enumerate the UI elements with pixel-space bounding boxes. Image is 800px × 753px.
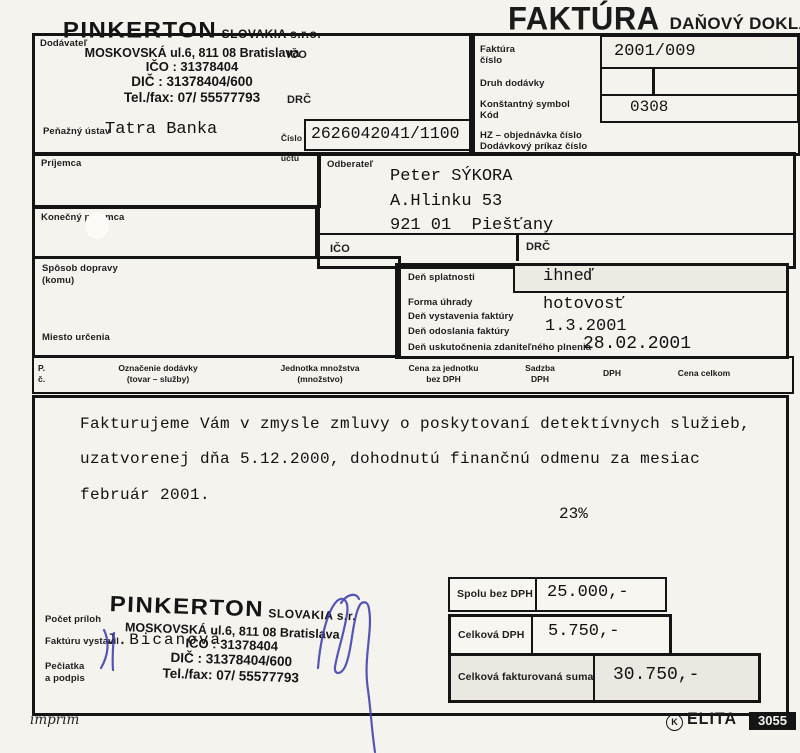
col-number: P. č. [38, 363, 46, 384]
subtotal-label: Spolu bez DPH [457, 588, 533, 600]
page-title: FAKTÚRA DAŇOVÝ DOKLAD [508, 0, 800, 37]
payment-box: ihneď Deň splatnosti Forma úhrady Deň vy… [395, 263, 789, 359]
col-unit: Jednotka množstva (množstvo) [280, 363, 360, 384]
grand-total-divider [593, 656, 595, 700]
customer-city: 921 01 Piešťany [390, 216, 554, 235]
issue-date-label: Deň vystavenia faktúry [408, 311, 514, 322]
supplier-stamp: PINKERTON SLOVAKIA s.r.o. MOSKOVSKÁ ul.6… [46, 18, 338, 105]
title-faktura: FAKTÚRA [508, 0, 660, 37]
transport-label2: (komu) [42, 275, 75, 286]
col-unit-price: Cena za jednotku bez DPH [408, 363, 479, 384]
supplier-stamp-tel: Tel./fax: 07/ 55577793 [123, 89, 261, 105]
destination-label: Miesto určenia [42, 332, 110, 343]
subtotal-divider [535, 579, 537, 610]
invoice-number-label2: číslo [480, 55, 503, 66]
supplier-stamp-address: MOSKOVSKÁ ul.6, 811 08 Bratislava [84, 45, 300, 60]
elita-brand: ELITA [687, 710, 738, 729]
customer-label: Odberateľ [327, 159, 374, 170]
stamp-strike-line [35, 33, 469, 36]
grand-total-label: Celková fakturovaná suma [458, 671, 594, 683]
col-vat-rate: Sadzba DPH [525, 363, 555, 384]
invoice-number-value: 2001/009 [614, 42, 696, 61]
col-total-price: Cena celkom [677, 368, 731, 378]
body-line-1: Fakturujeme Vám v zmysle zmluvy o poskyt… [80, 415, 751, 433]
hz-order-label: HZ – objednávka číslo [480, 130, 582, 141]
taxable-date-label: Deň uskutočnenia zdaniteľného plnenia [408, 342, 592, 353]
supplier-stamp-dic: DIČ : 31378404/600 [131, 74, 253, 90]
invoice-body-box: Fakturujeme Vám v zmysle zmluvy o poskyt… [32, 395, 789, 716]
supplier-drc-label: DRČ [287, 94, 312, 106]
customer-ico-label: IČO [330, 243, 350, 255]
grand-total-box: Celková fakturovaná suma 30.750,- [448, 653, 761, 703]
delivery-type-label: Druh dodávky [480, 78, 545, 89]
bank-value: Tatra Banka [105, 120, 218, 139]
issued-by-value: J.Bicanová [106, 631, 223, 649]
recipient-box: Príjemca [32, 152, 321, 208]
footer-stamp: PINKERTON SLOVAKIA s.r. MOSKOVSKÁ ul.6, … [96, 591, 369, 687]
recipient-label: Príjemca [41, 158, 82, 169]
body-line-2: uzatvorenej dňa 5.12.2000, dohodnutú fin… [80, 450, 701, 468]
payment-form-label: Forma úhrady [408, 297, 473, 308]
attachments-label: Počet príloh [45, 614, 102, 625]
sent-date-label: Deň odoslania faktúry [408, 326, 510, 337]
stamp-signature-label: Pečiatka [45, 661, 85, 672]
constant-symbol-box: 0308 [600, 94, 799, 123]
account-label: Číslo účtu [280, 133, 303, 163]
invoice-number-label: Faktúra [480, 44, 516, 55]
total-vat-value: 5.750,- [548, 622, 620, 641]
elita-logo-icon: K [666, 714, 683, 731]
items-table-header: P. č. Označenie dodávky (tovar – služby) J… [32, 356, 794, 394]
customer-name: Peter SÝKORA [390, 167, 513, 186]
col-description: Označenie dodávky (tovar – služby) [118, 363, 198, 384]
total-vat-box: Celková DPH 5.750,- [448, 614, 672, 656]
customer-ico-drc-row: IČO DRČ [320, 233, 793, 261]
bank-label: Peňažný ústav [43, 126, 111, 137]
vat-rate-value: 23% [559, 505, 588, 523]
ico-drc-divider [516, 235, 519, 261]
sent-date-value: 1.3.2001 [545, 317, 627, 336]
imprim-mark: imprim [30, 712, 80, 728]
footer-stamp-name2: SLOVAKIA s.r. [268, 606, 357, 624]
total-vat-divider [531, 617, 533, 653]
supplier-label: Dodávateľ [40, 38, 88, 49]
elita-number-badge: 3055 [749, 712, 796, 730]
final-recipient-box: Konečný príjemca [32, 206, 318, 259]
col-vat: DPH [603, 368, 621, 378]
customer-street: A.Hlinku 53 [390, 192, 503, 211]
customer-box: Odberateľ Peter SÝKORA A.Hlinku 53 921 0… [317, 152, 796, 269]
scan-blot [85, 212, 109, 239]
invoice-number-box: 2001/009 [600, 35, 799, 69]
customer-drc-label: DRČ [526, 241, 551, 253]
delivery-type-box [600, 67, 799, 96]
subtotal-box: Spolu bez DPH 25.000,- [448, 577, 667, 612]
transport-label: Spôsob dopravy [42, 263, 118, 274]
supplier-stamp-ico: IČO : 31378404 [145, 58, 239, 74]
due-value-box: ihneď [513, 266, 786, 293]
supplier-ico-label: IČO [287, 49, 307, 61]
title-danovy-doklad: DAŇOVÝ DOKLAD [669, 14, 800, 33]
body-line-3: február 2001. [80, 486, 211, 504]
payment-form-value: hotovosť [543, 295, 625, 314]
supplier-stamp-name: PINKERTON [62, 18, 218, 43]
taxable-date-value: 28.02.2001 [583, 334, 692, 354]
subtotal-value: 25.000,- [547, 583, 629, 602]
grand-total-value: 30.750,- [613, 665, 700, 685]
total-vat-label: Celková DPH [458, 629, 525, 641]
transport-box: Spôsob dopravy (komu) Miesto určenia [32, 256, 401, 358]
final-recipient-label: Konečný príjemca [41, 212, 125, 223]
account-value: 2626042041/1100 [311, 124, 460, 143]
account-box: 2626042041/1100 [304, 119, 471, 151]
due-label: Deň splatnosti [408, 272, 475, 283]
delivery-type-divider [652, 69, 655, 94]
delivery-order-label: Dodávkový príkaz číslo [480, 141, 588, 152]
stamp-signature-label2: a podpis [45, 673, 85, 684]
constant-symbol-value: 0308 [630, 98, 669, 116]
footer-stamp-name: PINKERTON [109, 591, 265, 623]
constant-symbol-label: Konštantný symbol [480, 99, 570, 110]
due-value: ihneď [543, 267, 595, 286]
constant-symbol-label2: Kód [480, 110, 499, 121]
